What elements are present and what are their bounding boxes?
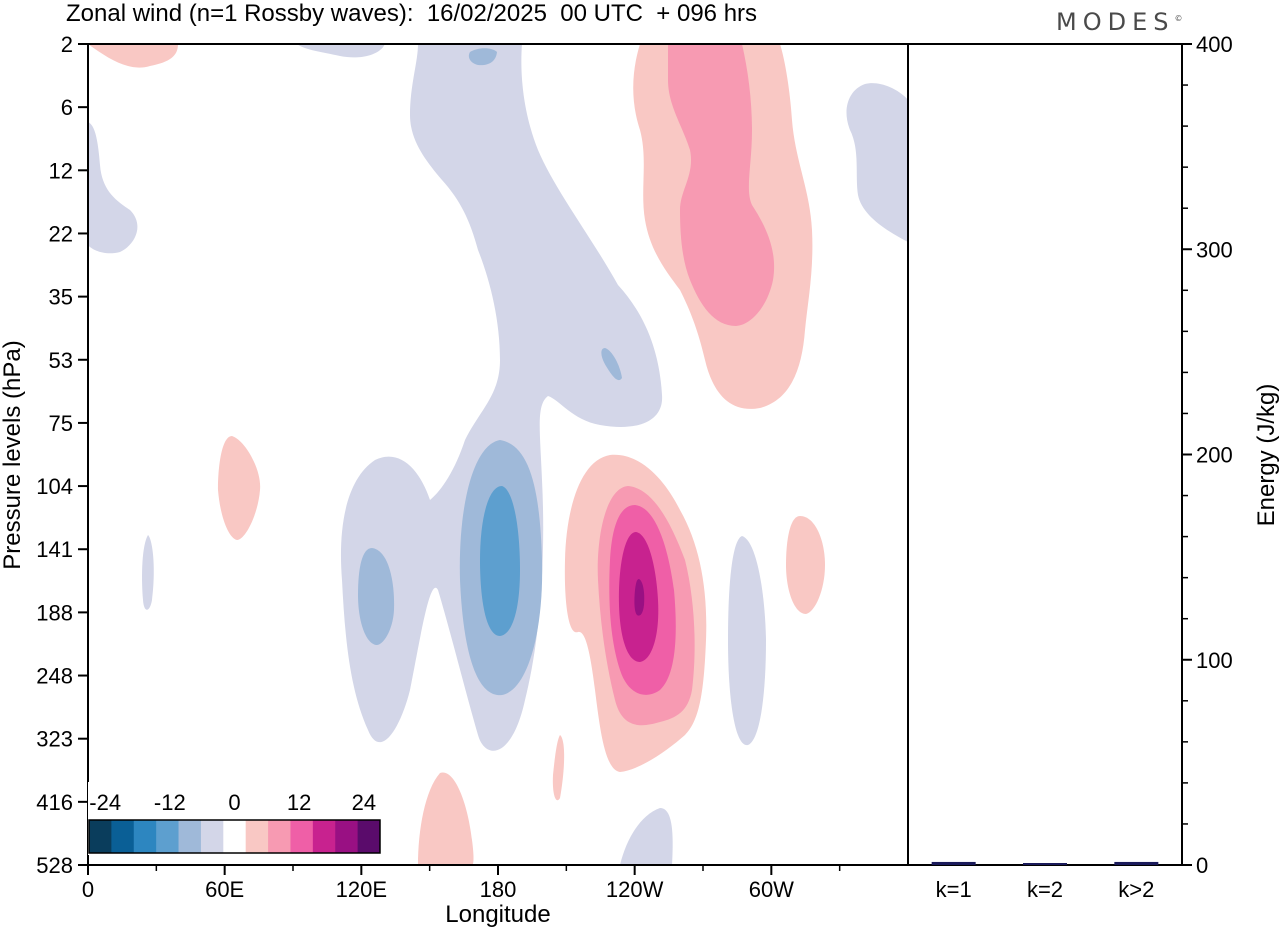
x-axis-label: Longitude <box>445 901 550 928</box>
energy-tick-label: 400 <box>1196 32 1233 57</box>
colorbar-label: -12 <box>154 790 186 815</box>
energy-category-label: k=1 <box>936 877 972 902</box>
energy-bar <box>1114 861 1159 865</box>
colorbar-label: 0 <box>228 790 240 815</box>
energy-tick-label: 0 <box>1196 853 1208 878</box>
x-tick-label: 60E <box>205 877 244 902</box>
energy-axis: 0 100 200 300 400 <box>1182 32 1233 878</box>
colorbar-swatch <box>156 820 180 853</box>
energy-axis-label: Energy (J/kg) <box>1253 384 1280 527</box>
pressure-axis: 2 6 12 22 35 53 75 104 141 188 248 323 416 528 <box>36 32 88 878</box>
pos-contour-region <box>634 579 645 616</box>
pos-contour-region <box>88 44 178 68</box>
x-tick-label: 180 <box>480 877 517 902</box>
pos-contour-region <box>552 735 565 801</box>
energy-category-label: k>2 <box>1118 877 1154 902</box>
y-tick-label: 248 <box>36 664 73 689</box>
colorbar-swatch <box>245 820 269 853</box>
wind-contour-field <box>88 44 908 865</box>
energy-category-label: k=2 <box>1027 877 1063 902</box>
energy-tick-label: 200 <box>1196 443 1233 468</box>
colorbar-swatch <box>357 820 381 853</box>
neg-contour-region <box>601 348 622 381</box>
y-tick-label: 35 <box>49 285 73 310</box>
longitude-axis: 0 60E 120E 180 120W 60W <box>82 865 841 902</box>
energy-tick-label: 300 <box>1196 237 1233 262</box>
neg-contour-region <box>358 548 395 646</box>
colorbar-label: 12 <box>287 790 311 815</box>
colorbar-swatch <box>268 820 291 853</box>
y-tick-label: 323 <box>36 727 73 752</box>
y-tick-label: 2 <box>61 32 73 57</box>
colorbar: -24 -12 0 12 24 <box>88 782 381 855</box>
colorbar-label: -24 <box>89 790 121 815</box>
y-axis-label: Pressure levels (hPa) <box>0 340 26 569</box>
colorbar-swatch <box>312 820 336 853</box>
y-tick-label: 75 <box>49 411 73 436</box>
neg-contour-region <box>297 44 385 58</box>
y-tick-label: 12 <box>49 158 73 183</box>
energy-bars: k=1 k=2 k>2 <box>931 861 1159 902</box>
colorbar-swatch <box>89 820 112 853</box>
y-tick-label: 141 <box>36 537 73 562</box>
colorbar-swatch <box>133 820 157 853</box>
neg-contour-region <box>620 808 673 865</box>
energy-tick-label: 100 <box>1196 648 1233 673</box>
y-tick-label: 22 <box>49 221 73 246</box>
neg-contour-region <box>480 486 520 636</box>
y-tick-label: 188 <box>36 600 73 625</box>
neg-contour-region <box>142 535 154 610</box>
colorbar-swatch <box>178 820 202 853</box>
y-tick-label: 528 <box>36 853 73 878</box>
pos-contour-region <box>218 436 261 540</box>
colorbar-swatch <box>200 820 224 853</box>
colorbar-label: 24 <box>352 790 376 815</box>
copyright-mark: © <box>1174 14 1183 23</box>
x-tick-label: 120W <box>606 877 664 902</box>
pos-contour-region <box>668 44 775 326</box>
brand-text: MODES <box>1056 8 1175 36</box>
colorbar-swatch <box>223 820 247 853</box>
x-tick-label: 0 <box>82 877 94 902</box>
colorbar-swatch <box>290 820 314 853</box>
neg-contour-region <box>468 48 497 66</box>
pos-contour-region <box>786 516 825 614</box>
y-tick-label: 53 <box>49 348 73 373</box>
x-tick-label: 120E <box>336 877 387 902</box>
neg-contour-region <box>340 44 663 751</box>
colorbar-frame <box>88 819 381 854</box>
neg-contour-region <box>846 83 908 242</box>
energy-bar <box>931 861 976 865</box>
colorbar-swatch <box>111 820 135 853</box>
energy-bar <box>1023 863 1067 865</box>
pos-contour-region <box>418 772 474 865</box>
colorbar-swatch <box>335 820 359 853</box>
y-tick-label: 104 <box>36 474 73 499</box>
x-tick-label: 60W <box>749 877 794 902</box>
y-tick-label: 6 <box>61 95 73 120</box>
y-tick-label: 416 <box>36 790 73 815</box>
modes-logo: MODES© <box>1056 8 1182 36</box>
neg-contour-region <box>88 122 138 254</box>
neg-contour-region <box>728 536 766 746</box>
chart-title: Zonal wind (n=1 Rossby waves): 16/02/202… <box>66 0 758 27</box>
